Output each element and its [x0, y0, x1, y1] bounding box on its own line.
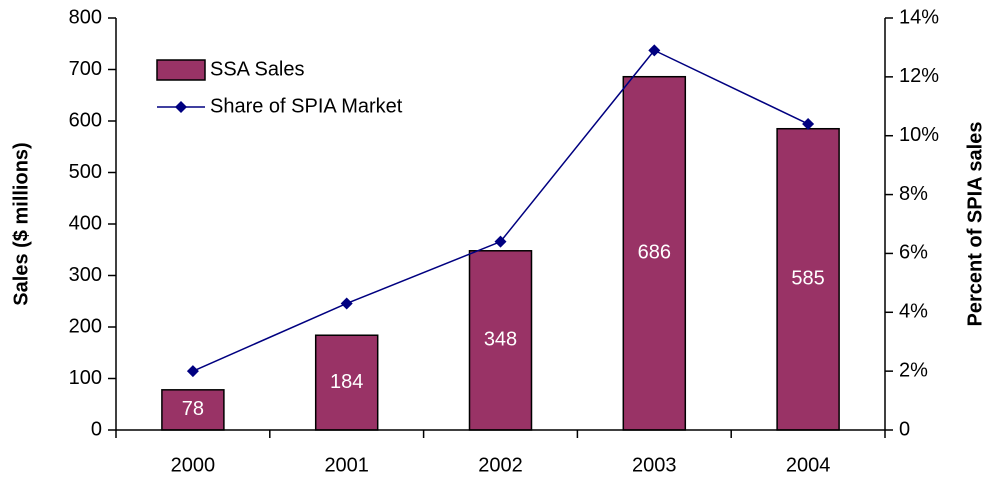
y2-tick-label: 10%	[899, 124, 939, 146]
y-tick-label: 0	[91, 418, 102, 440]
legend-label: Share of SPIA Market	[210, 95, 403, 117]
marker	[494, 235, 507, 248]
bar	[468, 250, 533, 431]
legend-marker	[175, 101, 187, 113]
marker	[648, 44, 661, 57]
y-tick-label: 300	[69, 264, 102, 286]
y2-tick-label: 4%	[899, 301, 928, 323]
data-label: 78	[182, 398, 204, 420]
y2-tick-label: 14%	[899, 6, 939, 28]
data-label: 686	[638, 242, 671, 264]
marker	[186, 365, 199, 378]
x-tick-label: 2000	[171, 454, 216, 476]
y2-axis-title: Percent of SPIA sales	[964, 122, 986, 327]
data-label: 585	[791, 268, 824, 290]
x-tick-label: 2003	[632, 454, 677, 476]
legend-swatch	[156, 59, 206, 81]
y2-tick-label: 12%	[899, 65, 939, 87]
x-tick-label: 2004	[786, 454, 831, 476]
x-tick-label: 2002	[478, 454, 523, 476]
legend-label: SSA Sales	[210, 58, 305, 80]
y-tick-label: 700	[69, 58, 102, 80]
y2-tick-label: 6%	[899, 242, 928, 264]
y-tick-label: 500	[69, 161, 102, 183]
bar	[314, 334, 379, 431]
y-tick-label: 800	[69, 6, 102, 28]
y-tick-label: 400	[69, 212, 102, 234]
x-tick-label: 2001	[324, 454, 369, 476]
y-tick-label: 200	[69, 315, 102, 337]
marker	[802, 117, 815, 130]
y-tick-label: 100	[69, 367, 102, 389]
bar	[161, 389, 225, 431]
marker	[340, 297, 353, 310]
bar	[622, 75, 687, 431]
data-label: 348	[484, 329, 517, 351]
y2-tick-label: 0	[899, 418, 910, 440]
y2-tick-label: 2%	[899, 359, 928, 381]
y2-tick-label: 8%	[899, 183, 928, 205]
y-axis-title: Sales ($ millions)	[10, 142, 32, 305]
y-tick-label: 600	[69, 109, 102, 131]
data-label: 184	[330, 371, 363, 393]
